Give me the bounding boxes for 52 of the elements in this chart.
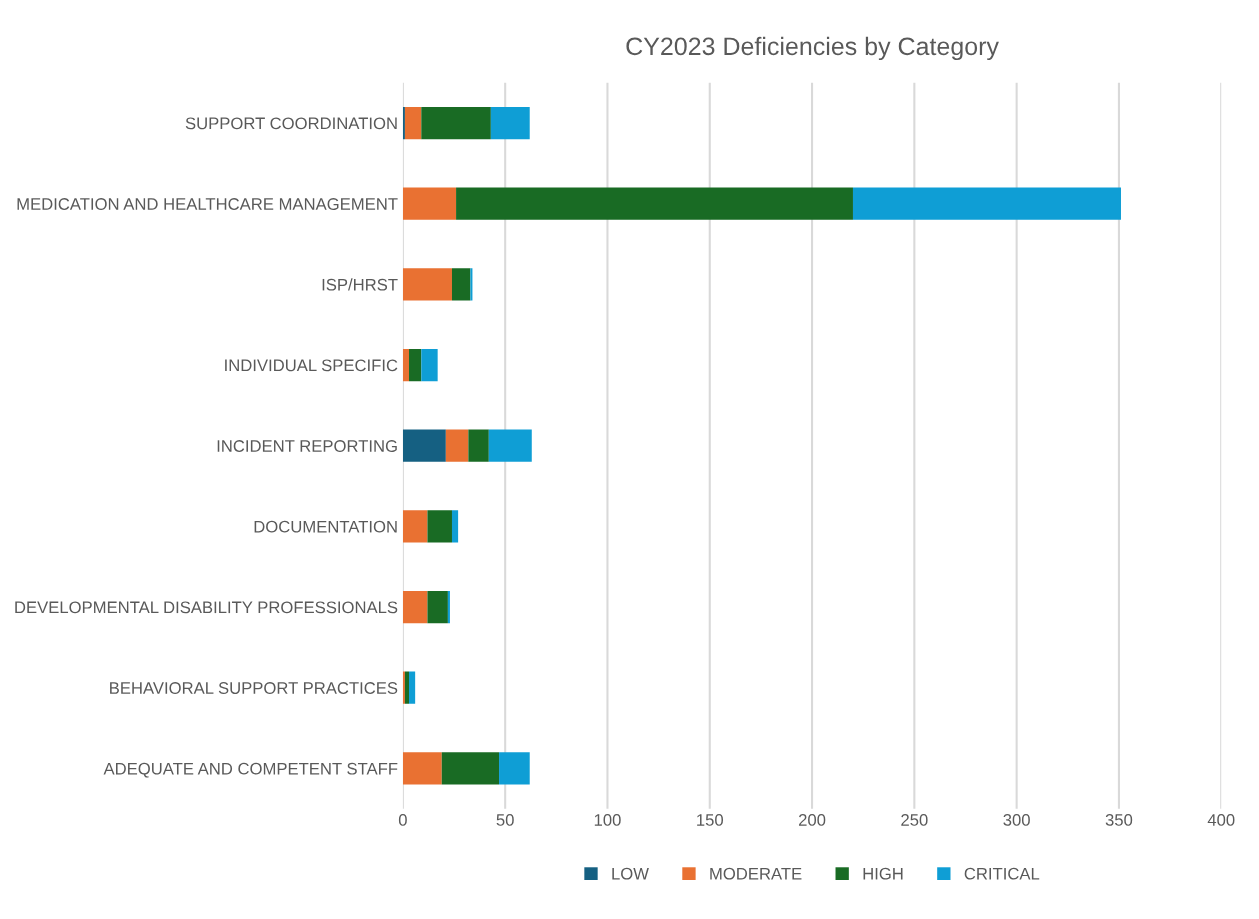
bar (451, 510, 459, 543)
bar (402, 268, 452, 301)
bar (402, 590, 428, 624)
bar (402, 106, 405, 140)
y-tick-label: DEVELOPMENTAL DISABILITY PROFESSIONALS (15, 601, 398, 614)
x-tick-label: 250 (901, 814, 928, 826)
x-tick-label: 50 (496, 814, 514, 826)
bar (499, 752, 530, 785)
y-tick-label: ISP/HRST (322, 278, 398, 291)
bar (852, 187, 1121, 220)
bar (456, 187, 853, 220)
bar (404, 106, 422, 140)
x-tick-label: 0 (398, 814, 407, 826)
bar (421, 348, 438, 382)
x-tick-label: 200 (798, 814, 826, 826)
bar (421, 106, 491, 140)
bar (402, 429, 446, 462)
bar (402, 510, 428, 543)
chart-title: CY2023 Deficiencies by Category (626, 36, 999, 61)
y-tick-label: BEHAVIORAL SUPPORT PRACTICES (110, 682, 398, 694)
bar (490, 106, 530, 140)
legend-label: HIGH (863, 867, 903, 880)
x-tick-label: 350 (1105, 814, 1133, 826)
y-tick-label: ADEQUATE AND COMPETENT STAFF (103, 762, 398, 778)
bar (451, 268, 471, 301)
bar (447, 590, 450, 624)
x-tick-label: 150 (697, 814, 724, 826)
bar (468, 429, 489, 462)
bar (409, 671, 416, 704)
bar (470, 268, 473, 301)
bar (441, 752, 500, 785)
bar (402, 187, 457, 220)
bar (427, 510, 452, 543)
bar (445, 429, 469, 462)
x-tick-label: 300 (1003, 814, 1030, 826)
bar (402, 752, 442, 785)
legend-label: MODERATE (710, 867, 802, 880)
y-tick-label: INCIDENT REPORTING (217, 440, 397, 452)
y-tick-label: DOCUMENTATION (254, 520, 397, 533)
legend-label: LOW (612, 867, 649, 880)
y-tick-label: SUPPORT COORDINATION (185, 117, 397, 130)
bar (402, 348, 410, 382)
x-tick-label: 100 (594, 814, 621, 826)
x-tick-label: 400 (1207, 814, 1235, 826)
bar (402, 671, 405, 704)
legend-label: CRITICAL (964, 867, 1040, 880)
y-tick-label: INDIVIDUAL SPECIFIC (225, 359, 398, 372)
bar (404, 671, 410, 704)
bar (409, 348, 422, 382)
bar (427, 590, 448, 624)
bar (488, 429, 532, 462)
y-tick-label: MEDICATION AND HEALTHCARE MANAGEMENT (17, 198, 398, 210)
